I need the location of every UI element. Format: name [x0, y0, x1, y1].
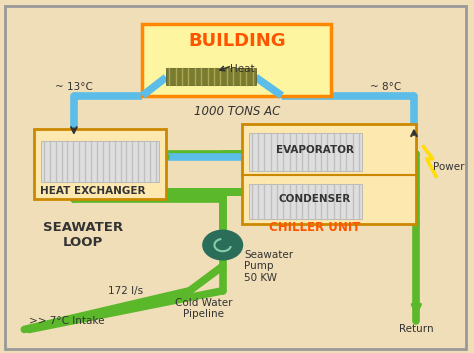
Bar [41, 141, 159, 182]
Text: Cold Water
Pipeline: Cold Water Pipeline [175, 298, 233, 319]
Text: Power: Power [433, 162, 465, 172]
Text: 1000 TONS AC: 1000 TONS AC [194, 105, 280, 118]
Text: 172 l/s: 172 l/s [108, 286, 144, 296]
Text: HEAT EXCHANGER: HEAT EXCHANGER [40, 186, 146, 196]
Text: Return: Return [399, 324, 434, 334]
FancyBboxPatch shape [34, 129, 166, 199]
Text: SEAWATER
LOOP: SEAWATER LOOP [43, 221, 123, 249]
Text: ~ 8°C: ~ 8°C [370, 82, 401, 92]
Text: EVAPORATOR: EVAPORATOR [276, 145, 354, 155]
Text: CHILLER UNIT: CHILLER UNIT [269, 221, 361, 234]
Text: BUILDING: BUILDING [188, 32, 286, 50]
Text: CONDENSER: CONDENSER [279, 195, 351, 204]
FancyBboxPatch shape [242, 124, 416, 224]
Circle shape [203, 230, 243, 260]
Text: Heat: Heat [230, 64, 255, 74]
Text: >> 7°C Intake: >> 7°C Intake [29, 316, 105, 327]
Text: Seawater
Pump
50 KW: Seawater Pump 50 KW [244, 250, 293, 283]
FancyBboxPatch shape [142, 24, 331, 96]
Bar [249, 132, 362, 171]
Bar [249, 184, 362, 219]
Text: ~ 13°C: ~ 13°C [55, 82, 93, 92]
Bar [166, 67, 256, 85]
